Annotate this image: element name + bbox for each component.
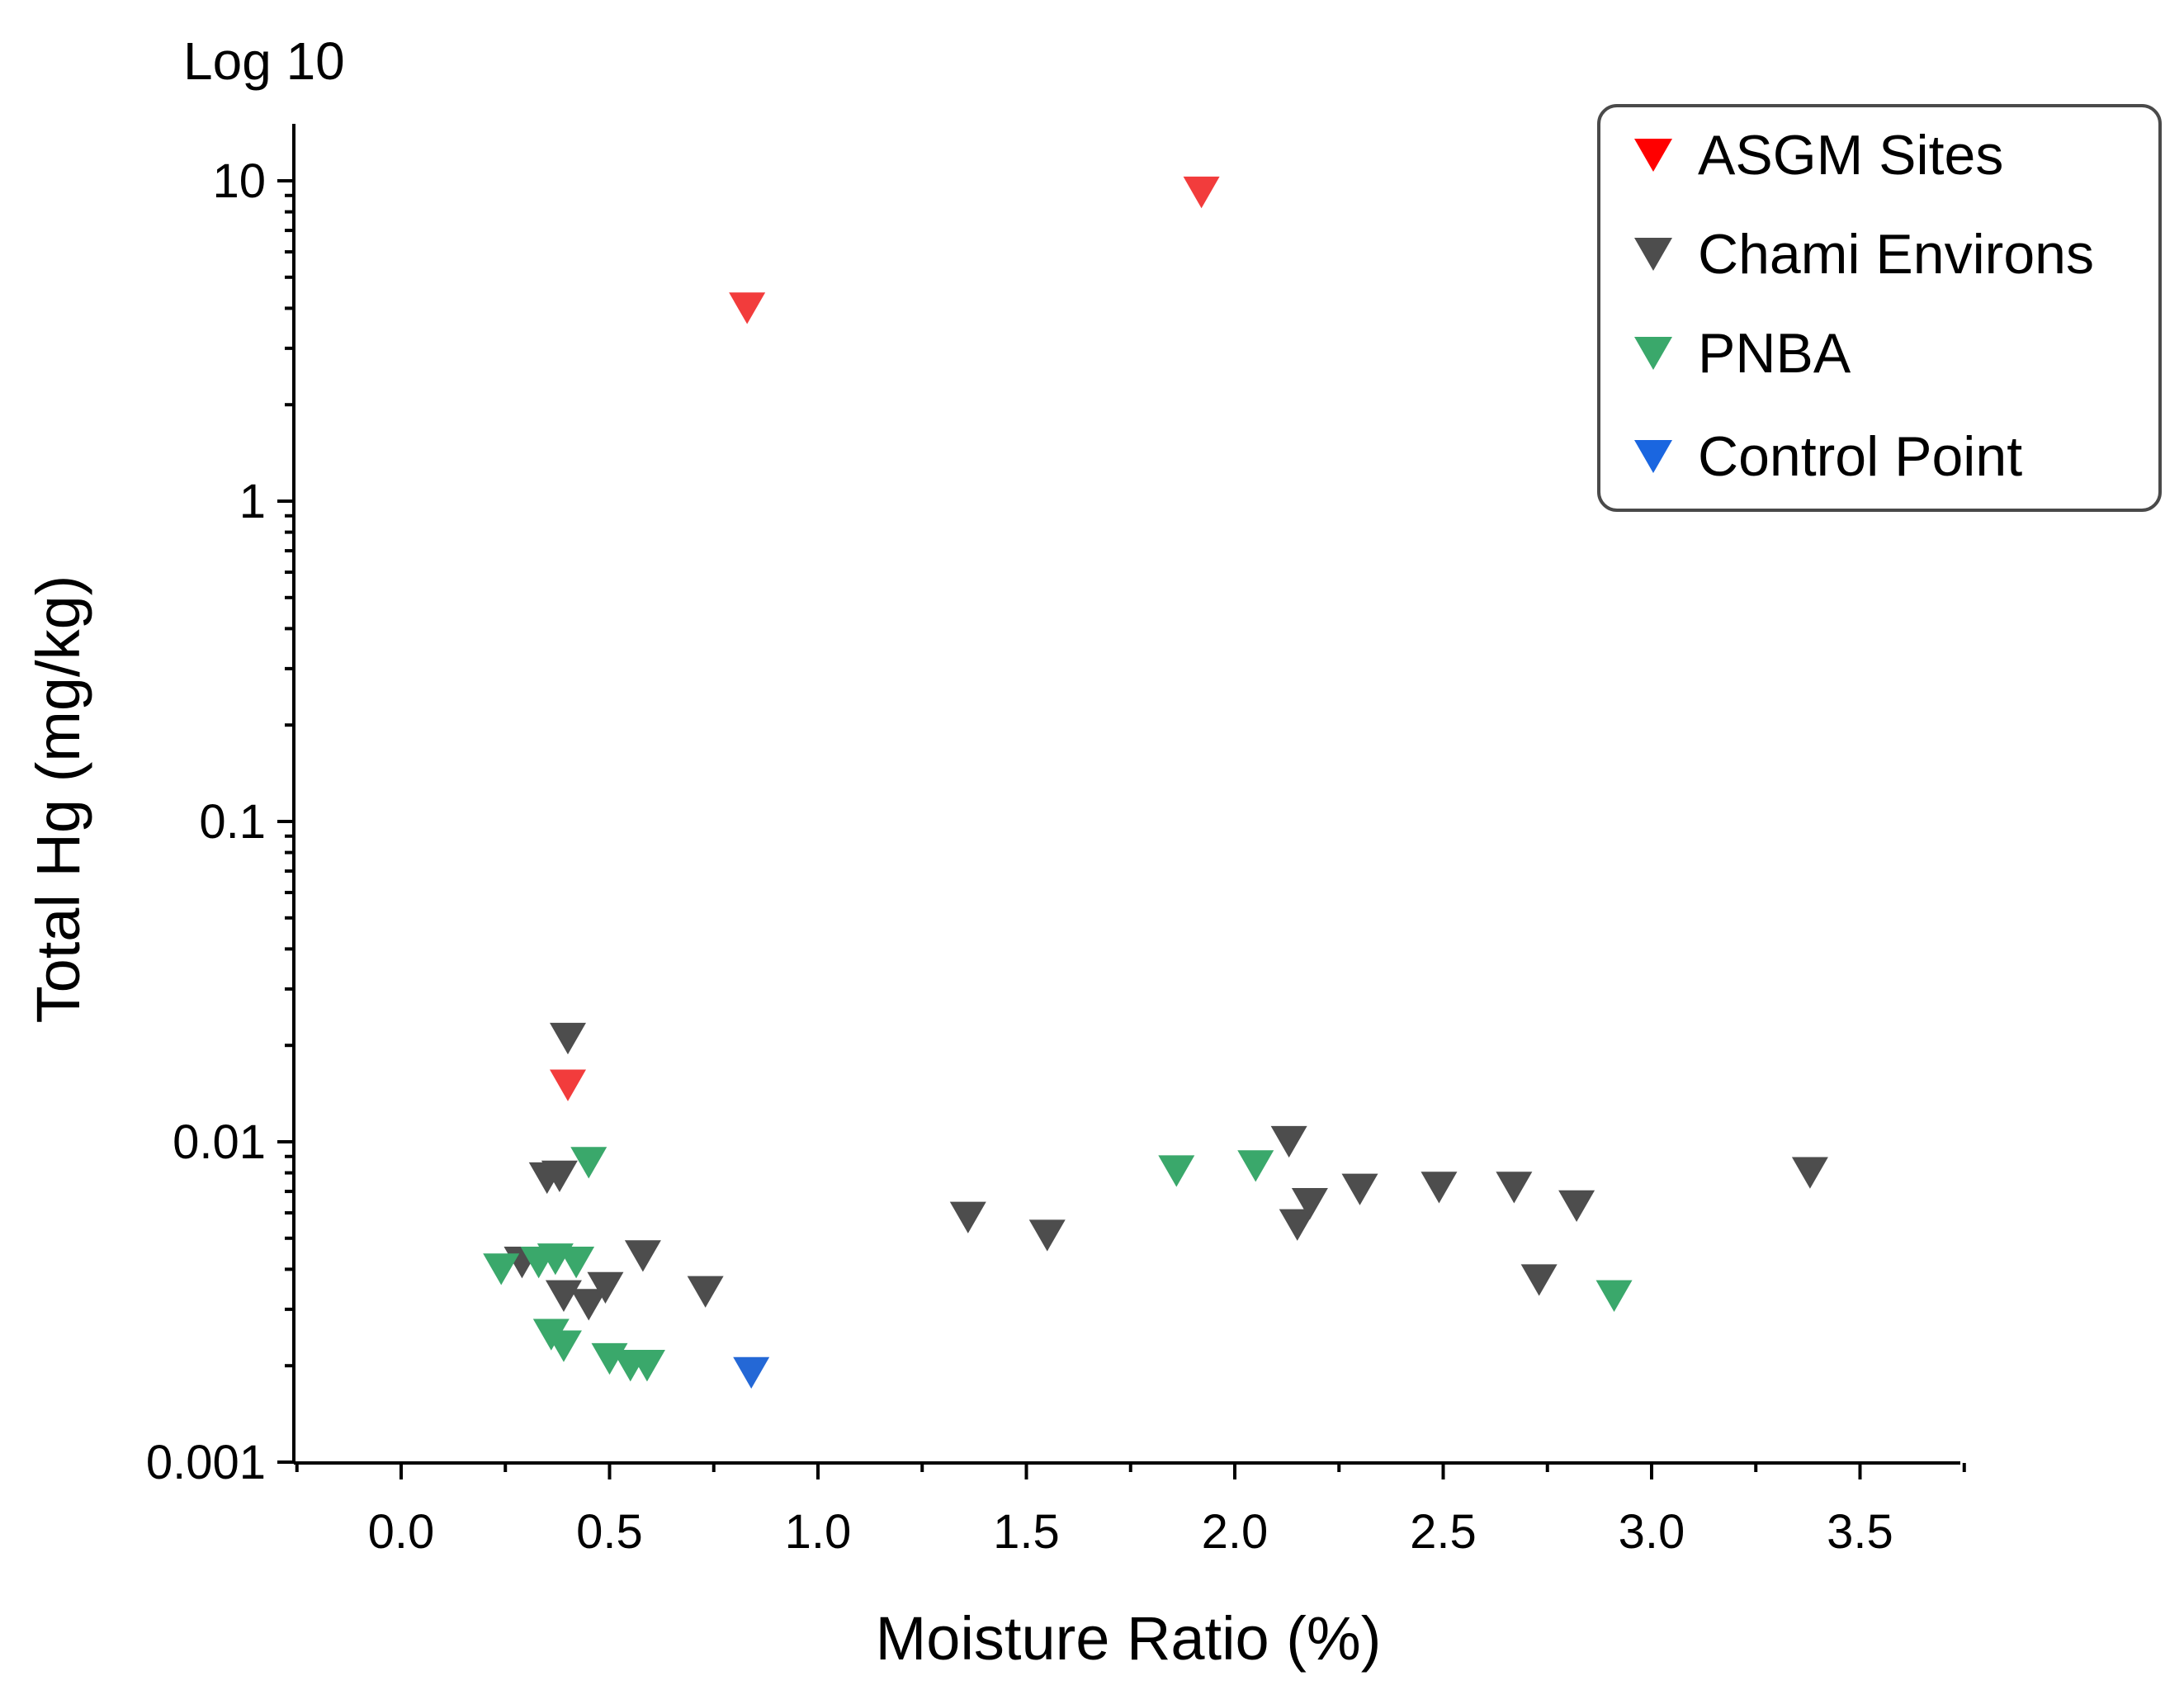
point-pnba: [545, 1330, 582, 1362]
y-scale-note: Log 10: [183, 31, 345, 91]
point-chami-environs: [570, 1289, 607, 1321]
legend-label-control-point: Control Point: [1698, 425, 2022, 488]
y-tick-label: 0.001: [146, 1436, 266, 1489]
point-pnba: [483, 1253, 520, 1285]
point-chami-environs: [550, 1022, 586, 1055]
x-tick-label: 2.5: [1410, 1505, 1477, 1559]
point-chami-environs: [541, 1160, 578, 1193]
point-pnba: [558, 1247, 595, 1279]
point-chami-environs: [1279, 1209, 1316, 1241]
legend-marker-pnba: [1634, 336, 1672, 371]
point-pnba: [628, 1350, 665, 1382]
y-ticks: 10 1 0.1 0.01 0.001: [146, 154, 294, 1489]
y-axis-title: Total Hg (mg/kg): [24, 575, 92, 1024]
point-chami-environs: [587, 1271, 624, 1304]
y-tick-label: 1: [239, 475, 266, 528]
point-chami-environs: [624, 1240, 661, 1272]
point-chami-environs: [1341, 1173, 1378, 1205]
point-pnba: [1237, 1150, 1274, 1182]
y-tick-label: 0.01: [173, 1115, 266, 1169]
data-points: [483, 176, 1828, 1389]
legend-marker-control-point: [1634, 439, 1672, 474]
x-tick-label: 0.5: [576, 1505, 643, 1559]
x-tick-label: 3.5: [1827, 1505, 1893, 1559]
x-tick-label: 3.0: [1619, 1505, 1685, 1559]
legend-label-pnba: PNBA: [1698, 322, 1851, 385]
point-chami-environs: [1791, 1157, 1828, 1189]
point-chami-environs: [1520, 1264, 1558, 1296]
point-pnba: [1595, 1280, 1633, 1312]
x-tick-label: 0.0: [368, 1505, 435, 1559]
x-axis-title: Moisture Ratio (%): [876, 1604, 1382, 1673]
legend-marker-asgm-sites: [1634, 138, 1672, 173]
point-chami-environs: [1421, 1172, 1458, 1204]
point-pnba: [570, 1147, 607, 1179]
point-chami-environs: [1270, 1125, 1307, 1158]
x-tick-label: 2.0: [1202, 1505, 1269, 1559]
point-asgm-sites: [1183, 176, 1220, 209]
point-chami-environs: [1291, 1188, 1328, 1220]
legend-box: [1597, 104, 2162, 512]
x-ticks: 0.0 0.5 1.0 1.5 2.0 2.5 3.0 3.5: [295, 1463, 1966, 1559]
point-chami-environs: [1558, 1190, 1595, 1222]
y-tick-label: 0.1: [199, 795, 266, 849]
point-chami-environs: [1496, 1172, 1533, 1204]
point-chami-environs: [545, 1280, 582, 1312]
x-tick-label: 1.0: [785, 1505, 852, 1559]
x-tick-label: 1.5: [993, 1505, 1060, 1559]
point-chami-environs: [687, 1276, 724, 1308]
legend-label-asgm-sites: ASGM Sites: [1698, 124, 2003, 187]
point-asgm-sites: [729, 292, 766, 324]
legend-marker-chami-environs: [1634, 237, 1672, 272]
point-chami-environs: [1028, 1219, 1066, 1252]
legend: ASGM Sites Chami Environs PNBA Control Poin…: [1597, 104, 2162, 512]
legend-label-chami-environs: Chami Environs: [1698, 223, 2094, 286]
point-control-point: [733, 1356, 770, 1389]
point-pnba: [1158, 1155, 1195, 1187]
y-tick-label: 10: [212, 154, 266, 208]
point-asgm-sites: [550, 1069, 586, 1101]
point-chami-environs: [949, 1201, 986, 1233]
